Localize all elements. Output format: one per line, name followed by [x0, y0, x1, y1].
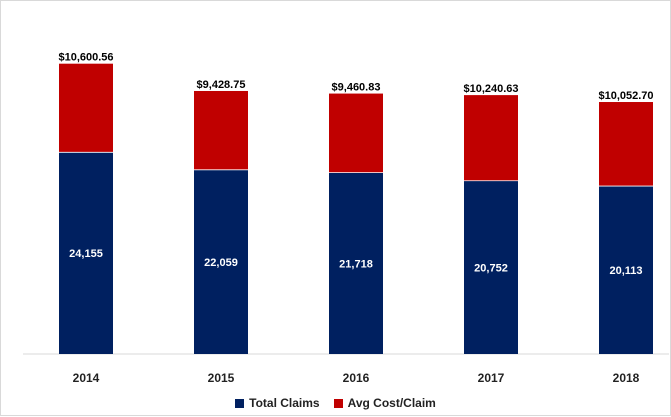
- x-tick-label-2016: 2016: [343, 371, 370, 385]
- legend-item-avg-cost-claim: Avg Cost/Claim: [333, 396, 436, 410]
- data-label-avg-cost-2014: $10,600.56: [58, 52, 113, 64]
- x-tick-label-2015: 2015: [208, 371, 235, 385]
- bar-total-claims-2015: [194, 169, 248, 354]
- legend-label-total-claims: Total Claims: [249, 396, 320, 410]
- data-label-avg-cost-2018: $10,052.70: [598, 90, 653, 102]
- data-label-total-claims-2016: 21,718: [339, 258, 373, 270]
- bar-avg-cost-2016: [329, 93, 383, 173]
- legend-swatch-total-claims: [235, 398, 245, 408]
- data-label-avg-cost-2017: $10,240.63: [463, 83, 518, 95]
- data-label-total-claims-2018: 20,113: [609, 265, 642, 277]
- x-tick-label-2017: 2017: [478, 371, 505, 385]
- bar-avg-cost-2018: [599, 102, 653, 187]
- legend: Total Claims Avg Cost/Claim: [0, 396, 671, 410]
- bar-avg-cost-2014: [59, 63, 113, 153]
- legend-label-avg-cost-claim: Avg Cost/Claim: [347, 396, 436, 410]
- bar-total-claims-2017: [464, 180, 518, 354]
- data-label-avg-cost-2016: $9,460.83: [332, 82, 381, 94]
- legend-swatch-avg-cost-claim: [333, 398, 343, 408]
- legend-item-total-claims: Total Claims: [235, 396, 320, 410]
- x-tick-label-2018: 2018: [613, 371, 640, 385]
- data-label-total-claims-2014: 24,155: [69, 248, 103, 260]
- bar-avg-cost-2015: [194, 90, 248, 170]
- data-label-avg-cost-2015: $9,428.75: [197, 79, 246, 91]
- bar-total-claims-2014: [59, 152, 113, 354]
- bar-total-claims-2016: [329, 172, 383, 354]
- bar-total-claims-2018: [599, 186, 653, 354]
- x-tick-label-2014: 2014: [73, 371, 100, 385]
- bar-avg-cost-2017: [464, 95, 518, 181]
- data-label-total-claims-2017: 20,752: [474, 262, 508, 274]
- data-label-total-claims-2015: 22,059: [204, 257, 238, 269]
